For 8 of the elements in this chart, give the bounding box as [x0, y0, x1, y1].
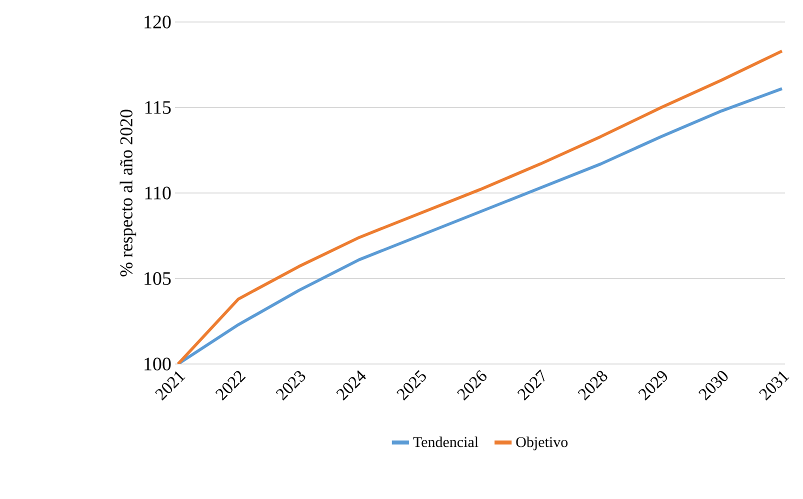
y-tick-label: 110 — [145, 186, 171, 200]
legend-label: Objetivo — [516, 436, 568, 450]
y-tick-label: 115 — [145, 101, 171, 114]
y-tick-label: 120 — [144, 16, 171, 28]
y-axis-title: % respecto al año 2020 — [120, 110, 136, 276]
legend-label: Tendencial — [413, 436, 478, 448]
y-tick-label: 105 — [144, 272, 171, 285]
y-tick-label: 100 — [144, 358, 171, 370]
